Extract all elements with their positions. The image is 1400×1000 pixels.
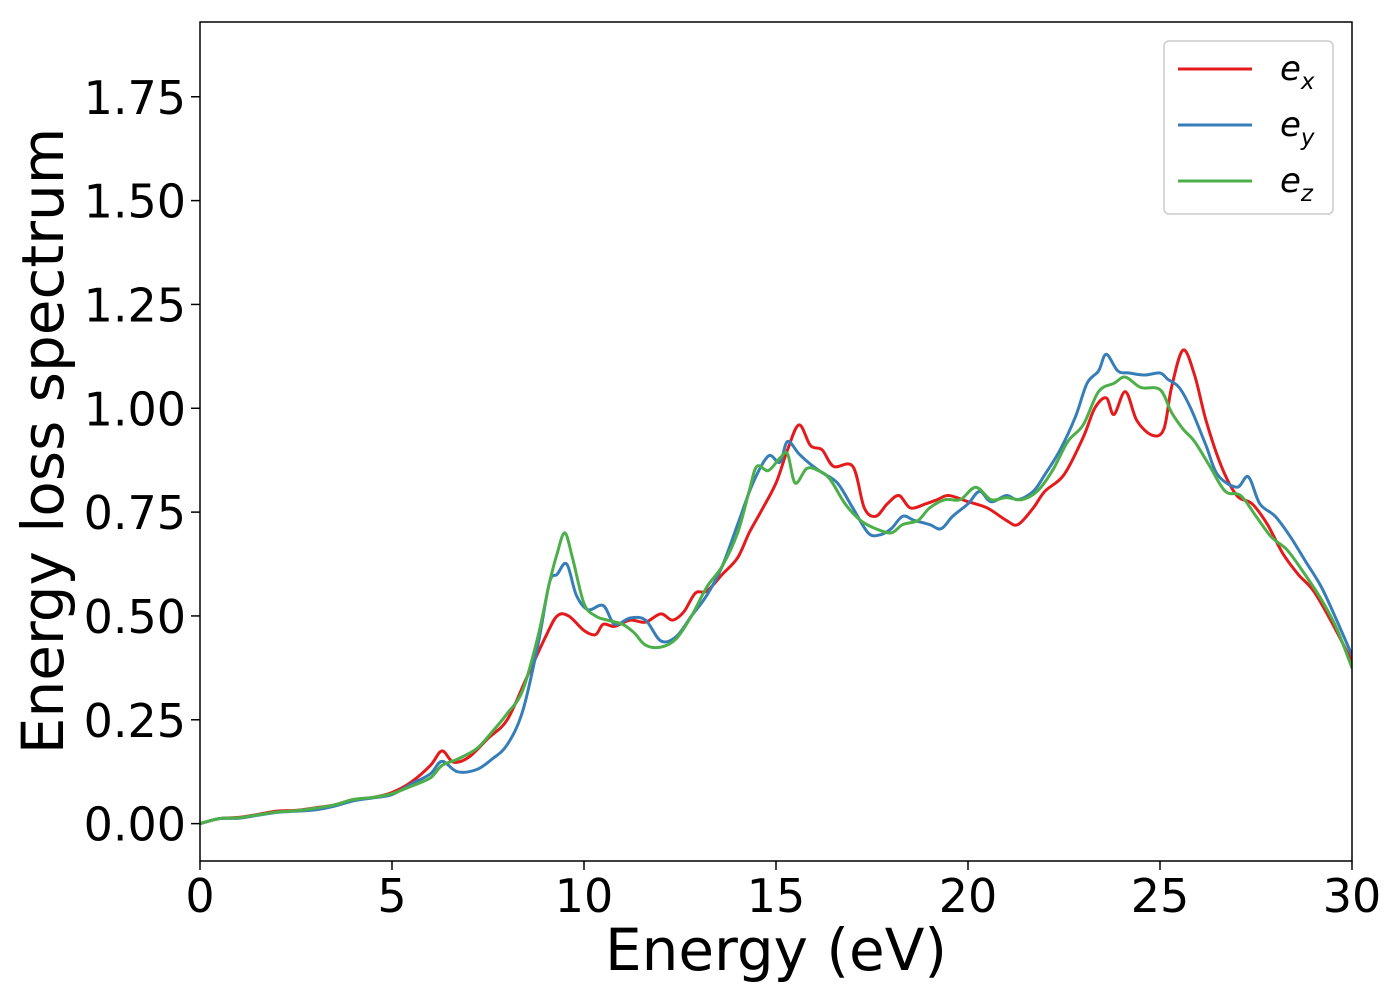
legend-frame (1163, 40, 1334, 215)
plot-area (199, 21, 1353, 862)
x-tick-label: 0 (185, 869, 214, 923)
y-tick-label: 1.50 (84, 175, 186, 229)
y-tick-label: 1.75 (84, 71, 186, 125)
y-tick-label: 1.00 (84, 382, 186, 436)
legend: ex ey ez (1163, 40, 1334, 215)
x-tick-label: 20 (939, 869, 998, 923)
x-axis-ticks: 0 5 10 15 20 25 30 (185, 861, 1381, 923)
legend-label-y: ey (1280, 105, 1315, 151)
y-axis-title: Energy loss spectrum (9, 128, 77, 754)
y-tick-label: 0.75 (84, 486, 186, 540)
series-line-z (200, 375, 1352, 826)
x-tick-label: 15 (747, 869, 806, 923)
x-tick-label: 30 (1323, 869, 1382, 923)
y-tick-label: 0.00 (84, 798, 186, 852)
legend-label-z: ez (1280, 161, 1314, 207)
x-axis-title: Energy (eV) (605, 916, 947, 984)
y-tick-label: 0.50 (84, 590, 186, 644)
x-tick-label: 25 (1131, 869, 1190, 923)
series-layer (200, 348, 1352, 826)
x-tick-label: 5 (377, 869, 406, 923)
y-tick-label: 0.25 (84, 694, 186, 748)
y-axis-ticks: 0.00 0.25 0.50 0.75 1.00 1.25 1.50 1.75 (84, 71, 200, 852)
y-tick-label: 1.25 (84, 278, 186, 332)
x-tick-label: 10 (555, 869, 614, 923)
series-line-x (200, 348, 1352, 826)
legend-label-x: ex (1280, 49, 1315, 95)
